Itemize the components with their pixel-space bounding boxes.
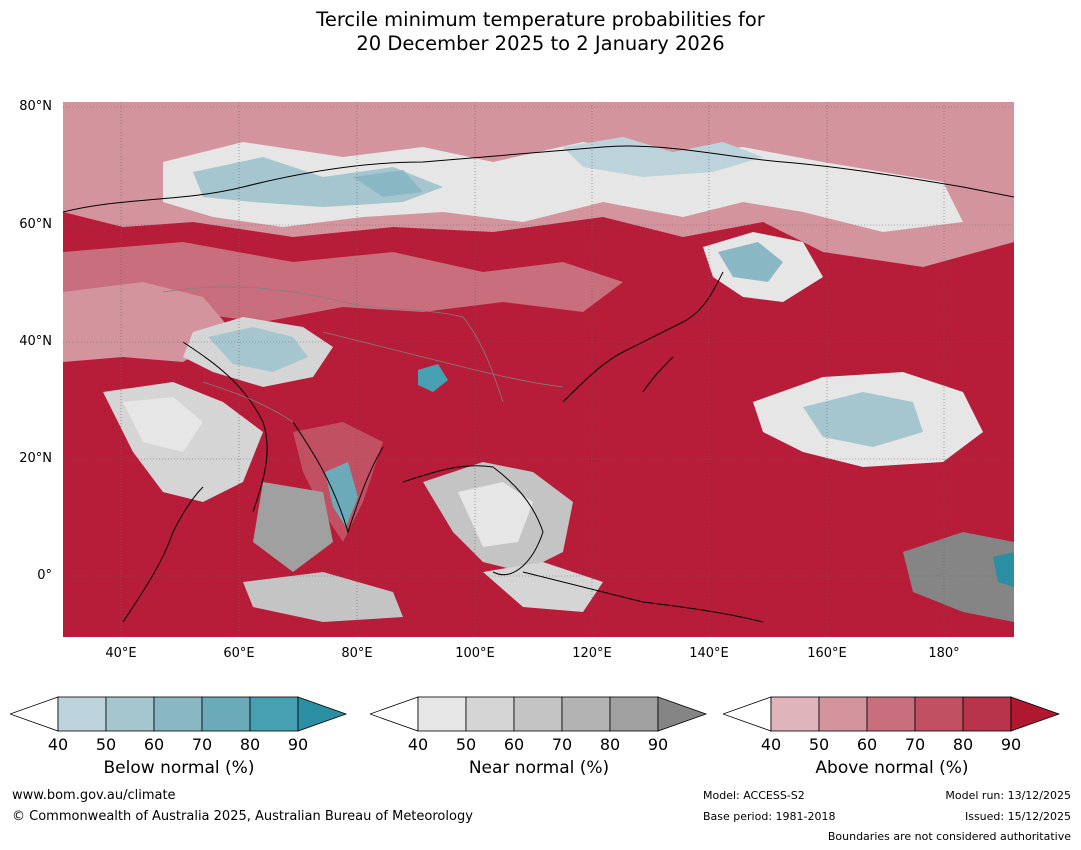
lon-label-140e: 140°E: [689, 646, 729, 661]
colorbar-above-normal-title: Above normal (%): [815, 758, 969, 778]
tibet-below-normal-patch: [418, 364, 448, 392]
lon-label-180: 180°: [928, 646, 960, 661]
equatorial-pacific-near-normal-region: [903, 532, 1014, 622]
colorbar-segment: [914, 696, 964, 732]
country-boundaries: [162, 286, 564, 423]
colorbar-tick-label: 80: [239, 735, 261, 754]
lon-label-80e: 80°E: [341, 646, 373, 661]
north-siberia-below-normal-region: [563, 137, 763, 177]
colorbar-tick-label: 60: [143, 735, 165, 754]
footer-base-period: Base period: 1981-2018: [703, 810, 836, 823]
colorbar-segment: [249, 696, 299, 732]
colorbar-tick-label: 40: [47, 735, 69, 754]
ob-below-normal-patch: [353, 170, 423, 197]
colorbar-below-normal: [10, 696, 348, 732]
equatorial-pacific-below-normal-patch: [993, 552, 1014, 587]
probability-map: [63, 102, 1014, 637]
colorbar-segment: [962, 696, 1012, 732]
lon-label-120e: 120°E: [572, 646, 612, 661]
colorbar-high-arrow: [657, 696, 708, 732]
okhotsk-below-normal-region: [718, 242, 783, 282]
colorbar-segment: [513, 696, 563, 732]
lon-label-160e: 160°E: [807, 646, 847, 661]
lon-label-40e: 40°E: [105, 646, 137, 661]
colorbar-tick-label: 50: [808, 735, 830, 754]
colorbar-segment: [465, 696, 515, 732]
lon-label-100e: 100°E: [455, 646, 495, 661]
colorbar-segment: [609, 696, 659, 732]
indian-ocean-near-normal-region: [243, 572, 403, 622]
colorbar-segment: [153, 696, 203, 732]
footer-url: www.bom.gov.au/climate: [12, 788, 176, 803]
lat-label-80n: 80°N: [19, 99, 52, 114]
colorbar-low-arrow: [10, 696, 59, 732]
colorbar-low-arrow: [370, 696, 419, 732]
colorbar-segment: [417, 696, 467, 732]
lat-label-60n: 60°N: [19, 217, 52, 232]
colorbar-segment: [818, 696, 868, 732]
colorbar-high-arrow: [297, 696, 348, 732]
colorbar-tick-label: 90: [647, 735, 669, 754]
lat-label-0: 0°: [37, 568, 52, 583]
footer-model-run: Model run: 13/12/2025: [945, 789, 1071, 802]
siberia-near-normal-region: [163, 142, 963, 232]
colorbar-tick-label: 50: [95, 735, 117, 754]
map-title: Tercile minimum temperature probabilitie…: [0, 8, 1081, 56]
colorbar-tick-label: 50: [455, 735, 477, 754]
colorbar-tick-label: 70: [551, 735, 573, 754]
colorbar-segment: [866, 696, 916, 732]
india-below-normal-region: [325, 462, 358, 527]
colorbar-near-normal: [370, 696, 708, 732]
footer-copyright: © Commonwealth of Australia 2025, Austra…: [12, 809, 473, 824]
map-title-line-2: 20 December 2025 to 2 January 2026: [356, 32, 725, 55]
colorbar-segment: [561, 696, 611, 732]
colorbar-below-normal-title: Below normal (%): [103, 758, 255, 778]
colorbar-tick-label: 40: [760, 735, 782, 754]
colorbar-tick-label: 80: [952, 735, 974, 754]
colorbar-tick-label: 90: [1000, 735, 1022, 754]
colorbar-segment: [105, 696, 155, 732]
arabian-sea-near-normal-region: [253, 482, 333, 572]
colorbar-tick-label: 80: [599, 735, 621, 754]
footer-model: Model: ACCESS-S2: [703, 789, 805, 802]
colorbar-near-normal-title: Near normal (%): [468, 758, 610, 778]
indochina-white-region: [458, 482, 533, 547]
colorbar-segment: [201, 696, 251, 732]
colorbar-tick-label: 40: [407, 735, 429, 754]
colorbar-tick-label: 90: [287, 735, 309, 754]
maritime-near-normal-region: [483, 562, 603, 612]
colorbar-tick-label: 60: [503, 735, 525, 754]
colorbar-high-arrow: [1010, 696, 1061, 732]
map-gridlines: [63, 102, 1014, 637]
colorbar-above-normal: [723, 696, 1061, 732]
map-canvas: [63, 102, 1014, 637]
colorbar-segment: [57, 696, 107, 732]
colorbar-tick-label: 60: [856, 735, 878, 754]
footer-issued: Issued: 15/12/2025: [964, 810, 1071, 823]
map-title-line-1: Tercile minimum temperature probabilitie…: [316, 8, 765, 31]
colorbar-segment: [770, 696, 820, 732]
pacific-below-normal-region: [803, 392, 923, 447]
arabia-white-region: [123, 397, 203, 452]
lon-label-60e: 60°E: [223, 646, 255, 661]
colorbar-tick-label: 70: [191, 735, 213, 754]
lat-label-20n: 20°N: [19, 451, 52, 466]
colorbar-tick-label: 70: [904, 735, 926, 754]
colorbar-low-arrow: [723, 696, 772, 732]
coastlines: [63, 145, 1014, 623]
lat-label-40n: 40°N: [19, 334, 52, 349]
footer-disclaimer: Boundaries are not considered authoritat…: [827, 830, 1071, 843]
iran-below-normal-region: [208, 327, 308, 372]
